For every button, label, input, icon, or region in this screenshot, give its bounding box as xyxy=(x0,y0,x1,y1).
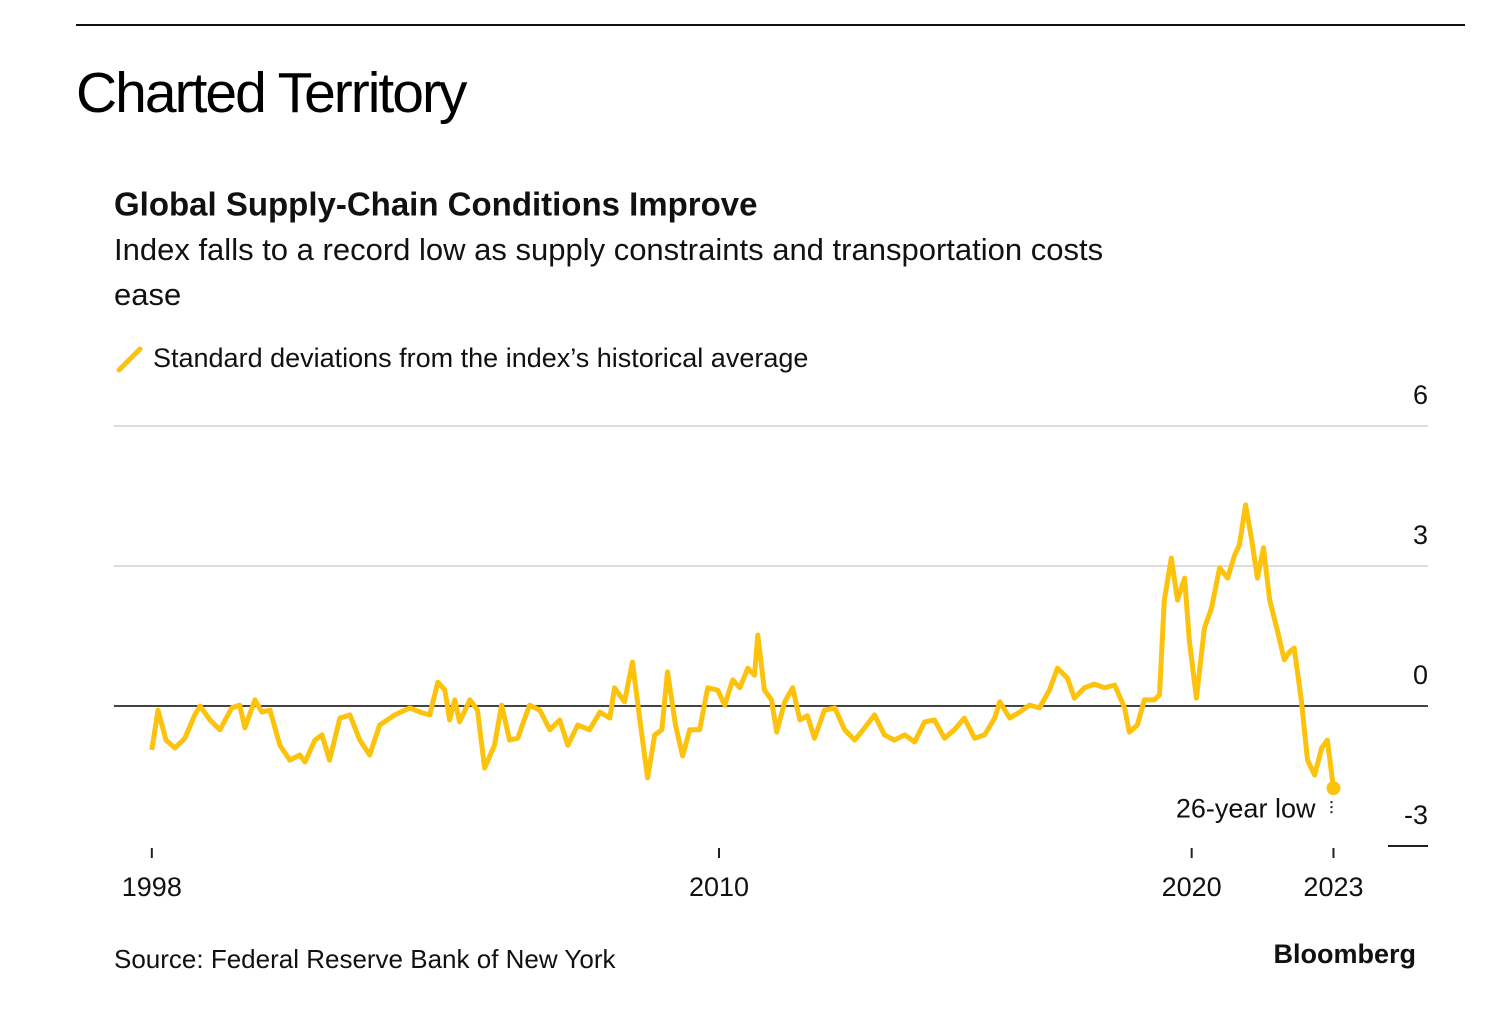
chart-subtitle: ease xyxy=(114,277,181,312)
chart-subtitle: Index falls to a record low as supply co… xyxy=(114,232,1103,267)
line-series xyxy=(149,502,1336,789)
annotation: 26-year low xyxy=(1176,793,1316,823)
x-tick-label: 2023 xyxy=(1303,872,1363,902)
legend-swatch xyxy=(116,346,143,373)
y-tick-label: 6 xyxy=(1413,380,1428,410)
end-point xyxy=(1326,781,1341,796)
y-tick-label: 3 xyxy=(1413,520,1428,550)
y-tick-label: -3 xyxy=(1404,800,1428,830)
x-tick-label: 1998 xyxy=(122,872,182,902)
x-tick-label: 2010 xyxy=(689,872,749,902)
x-tick-label: 2020 xyxy=(1162,872,1222,902)
y-tick-label: 0 xyxy=(1413,660,1428,690)
brand: Bloomberg xyxy=(1273,939,1416,969)
source: Source: Federal Reserve Bank of New York xyxy=(114,944,616,974)
chart-title: Global Supply-Chain Conditions Improve xyxy=(114,186,758,223)
legend-label: Standard deviations from the index’s his… xyxy=(153,343,808,373)
page-title: Charted Territory xyxy=(76,61,468,125)
